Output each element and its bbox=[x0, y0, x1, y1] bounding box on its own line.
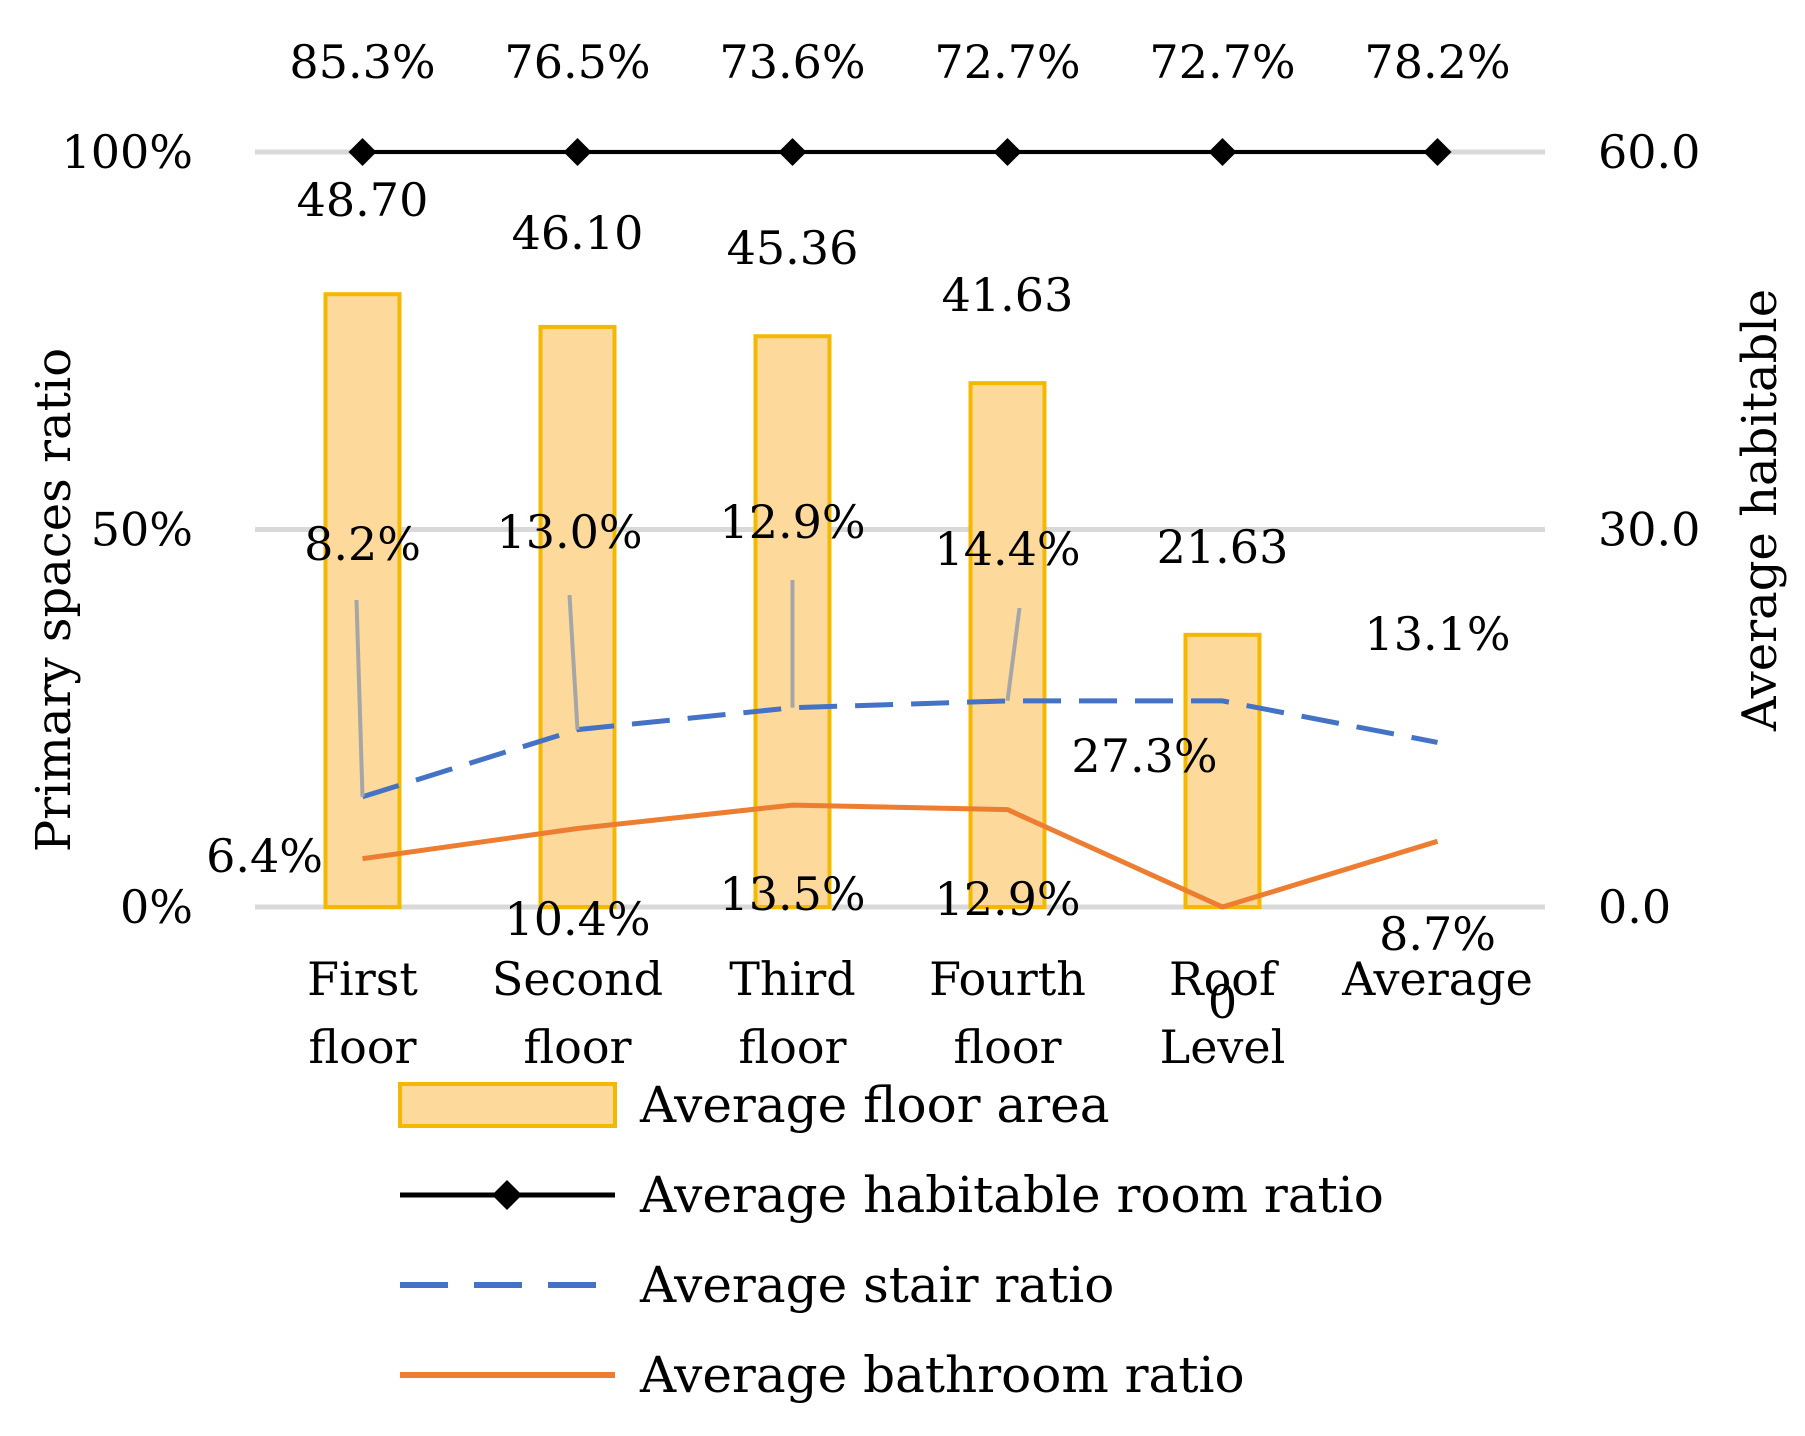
y-right-axis-title: Average habitable bbox=[1732, 289, 1788, 732]
bar-data-label: 45.36 bbox=[727, 221, 859, 275]
bar-data-label: 21.63 bbox=[1157, 520, 1289, 574]
bathroom-data-label: 0 bbox=[1208, 975, 1237, 1029]
bar-average-floor-area bbox=[968, 381, 1047, 909]
y-right-tick-label: 0.0 bbox=[1598, 880, 1671, 934]
legend-label-average-stair-ratio: Average stair ratio bbox=[639, 1256, 1114, 1314]
line-average-stair-ratio bbox=[361, 698, 1438, 800]
bathroom-data-label: 6.4% bbox=[206, 829, 323, 883]
marker-average-habitable-room-ratio bbox=[348, 138, 377, 166]
marker-average-habitable-room-ratio bbox=[1208, 138, 1237, 166]
legend: Average floor area Average habitable room… bbox=[398, 1076, 1384, 1404]
y-right-tick-label: 30.0 bbox=[1598, 503, 1700, 557]
stair-label-leader bbox=[1005, 607, 1022, 702]
x-tick-label: floor bbox=[523, 1020, 631, 1074]
axes: 0% 50% 100% 0.0 30.0 60.0 Primary spaces ratio… bbox=[26, 125, 1788, 1074]
bar-average-floor-area bbox=[323, 292, 402, 910]
bathroom-data-label: 8.7% bbox=[1379, 907, 1496, 961]
x-tick-label: floor bbox=[308, 1020, 416, 1074]
line-series bbox=[348, 138, 1452, 910]
x-tick-label: Third bbox=[729, 952, 855, 1006]
y-left-tick-label: 0% bbox=[120, 880, 193, 934]
habitable-data-label: 72.7% bbox=[934, 35, 1080, 89]
bar-series bbox=[323, 292, 1262, 910]
bathroom-data-label: 12.9% bbox=[934, 872, 1080, 926]
x-tick-label: Average bbox=[1341, 952, 1533, 1006]
stair-data-label: 14.4% bbox=[934, 522, 1080, 576]
legend-swatch-average-floor-area bbox=[398, 1082, 617, 1128]
marker-average-habitable-room-ratio bbox=[1423, 138, 1452, 166]
marker-average-habitable-room-ratio bbox=[778, 138, 807, 166]
y-left-axis-title: Primary spaces ratio bbox=[26, 348, 82, 852]
bar-data-label: 48.70 bbox=[297, 173, 429, 227]
gridlines bbox=[255, 149, 1545, 910]
stair-data-label: 13.1% bbox=[1364, 607, 1510, 661]
habitable-data-label: 73.6% bbox=[719, 35, 865, 89]
stair-data-label: 27.3% bbox=[1071, 729, 1217, 783]
legend-label-average-habitable-room-ratio: Average habitable room ratio bbox=[639, 1166, 1384, 1224]
bar-data-label: 46.10 bbox=[512, 206, 644, 260]
bathroom-data-label: 13.5% bbox=[719, 867, 865, 921]
bar-average-floor-area bbox=[538, 324, 617, 909]
habitable-data-label: 85.3% bbox=[289, 35, 435, 89]
habitable-data-label: 76.5% bbox=[504, 35, 650, 89]
x-tick-label: Fourth bbox=[929, 952, 1086, 1006]
legend-label-average-floor-area: Average floor area bbox=[639, 1076, 1110, 1134]
habitable-data-label: 78.2% bbox=[1364, 35, 1510, 89]
x-tick-label: Second bbox=[492, 952, 663, 1006]
x-tick-label: floor bbox=[738, 1020, 846, 1074]
habitable-data-label: 72.7% bbox=[1149, 35, 1295, 89]
stair-data-label: 13.0% bbox=[496, 505, 642, 559]
x-tick-label: First bbox=[307, 952, 418, 1006]
bar-data-label: 41.63 bbox=[942, 268, 1074, 322]
stair-label-leader bbox=[567, 594, 580, 730]
x-tick-label: Roof bbox=[1169, 952, 1279, 1006]
stair-label-leader bbox=[354, 599, 365, 797]
x-tick-label: Level bbox=[1160, 1020, 1286, 1074]
marker-average-habitable-room-ratio bbox=[563, 138, 592, 166]
y-left-tick-label: 50% bbox=[91, 503, 193, 557]
bathroom-data-label: 10.4% bbox=[504, 892, 650, 946]
legend-marker-diamond bbox=[492, 1180, 522, 1210]
x-tick-label: floor bbox=[953, 1020, 1061, 1074]
y-left-tick-label: 100% bbox=[61, 125, 193, 179]
data-labels: 48.70 46.10 45.36 41.63 21.63 85.3% 76.5% 73.6%… bbox=[206, 35, 1511, 1029]
line-average-bathroom-ratio bbox=[362, 802, 1439, 910]
legend-label-average-bathroom-ratio: Average bathroom ratio bbox=[639, 1346, 1245, 1404]
y-right-tick-label: 60.0 bbox=[1598, 125, 1700, 179]
marker-average-habitable-room-ratio bbox=[993, 138, 1022, 166]
stair-data-label: 12.9% bbox=[719, 495, 865, 549]
stair-data-label: 8.2% bbox=[304, 517, 421, 571]
